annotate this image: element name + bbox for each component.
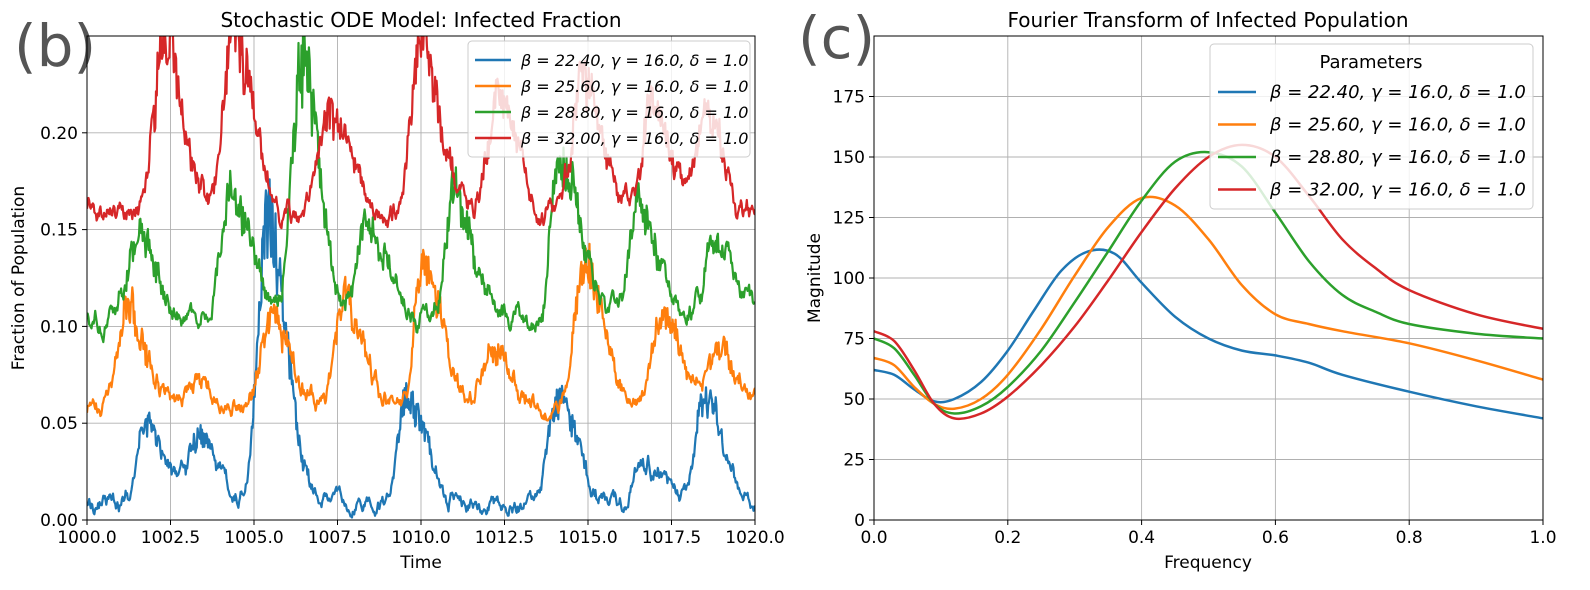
x-tick-label: 0.8	[1396, 528, 1423, 548]
x-tick-label: 1007.5	[308, 528, 367, 548]
plot-frame-c	[873, 35, 1544, 521]
ticks-b: 1000.0 1002.5 1005.0 1007.5 1010.0 1012.5 1015…	[40, 124, 785, 548]
y-axis-label-b: Fraction of Population	[9, 186, 29, 370]
series-group-c	[873, 143, 1544, 421]
legend-entry: β = 32.00, γ = 16.0, δ = 1.0	[520, 129, 748, 148]
y-tick-label: 0.15	[40, 221, 78, 241]
x-axis-label-c: Frequency	[1164, 553, 1252, 573]
x-tick-label: 0.4	[1128, 528, 1155, 548]
series-line	[873, 248, 1544, 420]
x-tick-label: 0.6	[1262, 528, 1289, 548]
x-tick-label: 1015.0	[558, 528, 617, 548]
x-tick-label: 1.0	[1529, 528, 1556, 548]
y-tick-label: 0.05	[40, 414, 78, 434]
x-tick-label: 1000.0	[57, 528, 116, 548]
x-tick-label: 1020.0	[725, 528, 784, 548]
panel-label-c: (c)	[798, 4, 875, 72]
y-tick-label: 0	[854, 511, 865, 531]
panel-label-b: (b)	[14, 12, 96, 80]
y-tick-label: 0.00	[40, 511, 78, 531]
legend-box-b	[467, 40, 751, 158]
series-line	[87, 242, 755, 422]
y-tick-label: 125	[833, 209, 865, 229]
y-tick-label: 75	[843, 330, 865, 350]
y-tick-label: 25	[843, 451, 865, 471]
legend-entry: β = 25.60, γ = 16.0, δ = 1.0	[1269, 115, 1526, 136]
legend-entry: β = 22.40, γ = 16.0, δ = 1.0	[520, 51, 748, 70]
legend-entry: β = 25.60, γ = 16.0, δ = 1.0	[520, 77, 748, 96]
y-tick-label: 0.20	[40, 124, 78, 144]
x-tick-label: 0.2	[994, 528, 1021, 548]
y-tick-label: 100	[833, 269, 865, 289]
fourier-transform-chart: (c) Fourier Transform of Infected Popula…	[798, 4, 1557, 573]
infected-fraction-chart: (b) Stochastic ODE Model: Infected Fract…	[9, 8, 785, 573]
y-tick-label: 0.10	[40, 317, 78, 337]
series-line	[87, 36, 755, 344]
y-tick-label: 150	[833, 148, 865, 168]
x-tick-label: 1005.0	[224, 528, 283, 548]
x-tick-label: 1017.5	[642, 528, 701, 548]
y-axis-label-c: Magnitude	[805, 233, 825, 323]
x-tick-label: 1002.5	[141, 528, 200, 548]
legend-box-c	[1209, 43, 1534, 210]
chart-title-b: Stochastic ODE Model: Infected Fraction	[220, 8, 621, 32]
legend-entry: β = 28.80, γ = 16.0, δ = 1.0	[1269, 147, 1526, 168]
y-tick-label: 175	[833, 88, 865, 108]
series-line	[873, 143, 1544, 421]
chart-title-c: Fourier Transform of Infected Population	[1007, 8, 1408, 32]
legend-entry: β = 28.80, γ = 16.0, δ = 1.0	[520, 103, 748, 122]
legend-entry: β = 32.00, γ = 16.0, δ = 1.0	[1269, 180, 1526, 201]
x-tick-label: 1012.5	[475, 528, 534, 548]
plot-frame-b	[86, 35, 756, 521]
legend-c: Parameters β = 22.40, γ = 16.0, δ = 1.0 β…	[1209, 43, 1534, 210]
legend-title-c: Parameters	[1319, 52, 1422, 73]
x-tick-label: 1010.0	[391, 528, 450, 548]
legend-entry: β = 22.40, γ = 16.0, δ = 1.0	[1269, 82, 1526, 103]
ticks-c: 0.0 0.2 0.4 0.6 0.8 1.0 0 25 50 75 100 125 150 175	[833, 88, 1557, 549]
legend-b: β = 22.40, γ = 16.0, δ = 1.0 β = 25.60, γ…	[467, 40, 751, 158]
series-line	[87, 178, 755, 519]
x-tick-label: 0.0	[860, 528, 887, 548]
y-tick-label: 50	[843, 390, 865, 410]
x-axis-label-b: Time	[399, 553, 442, 573]
